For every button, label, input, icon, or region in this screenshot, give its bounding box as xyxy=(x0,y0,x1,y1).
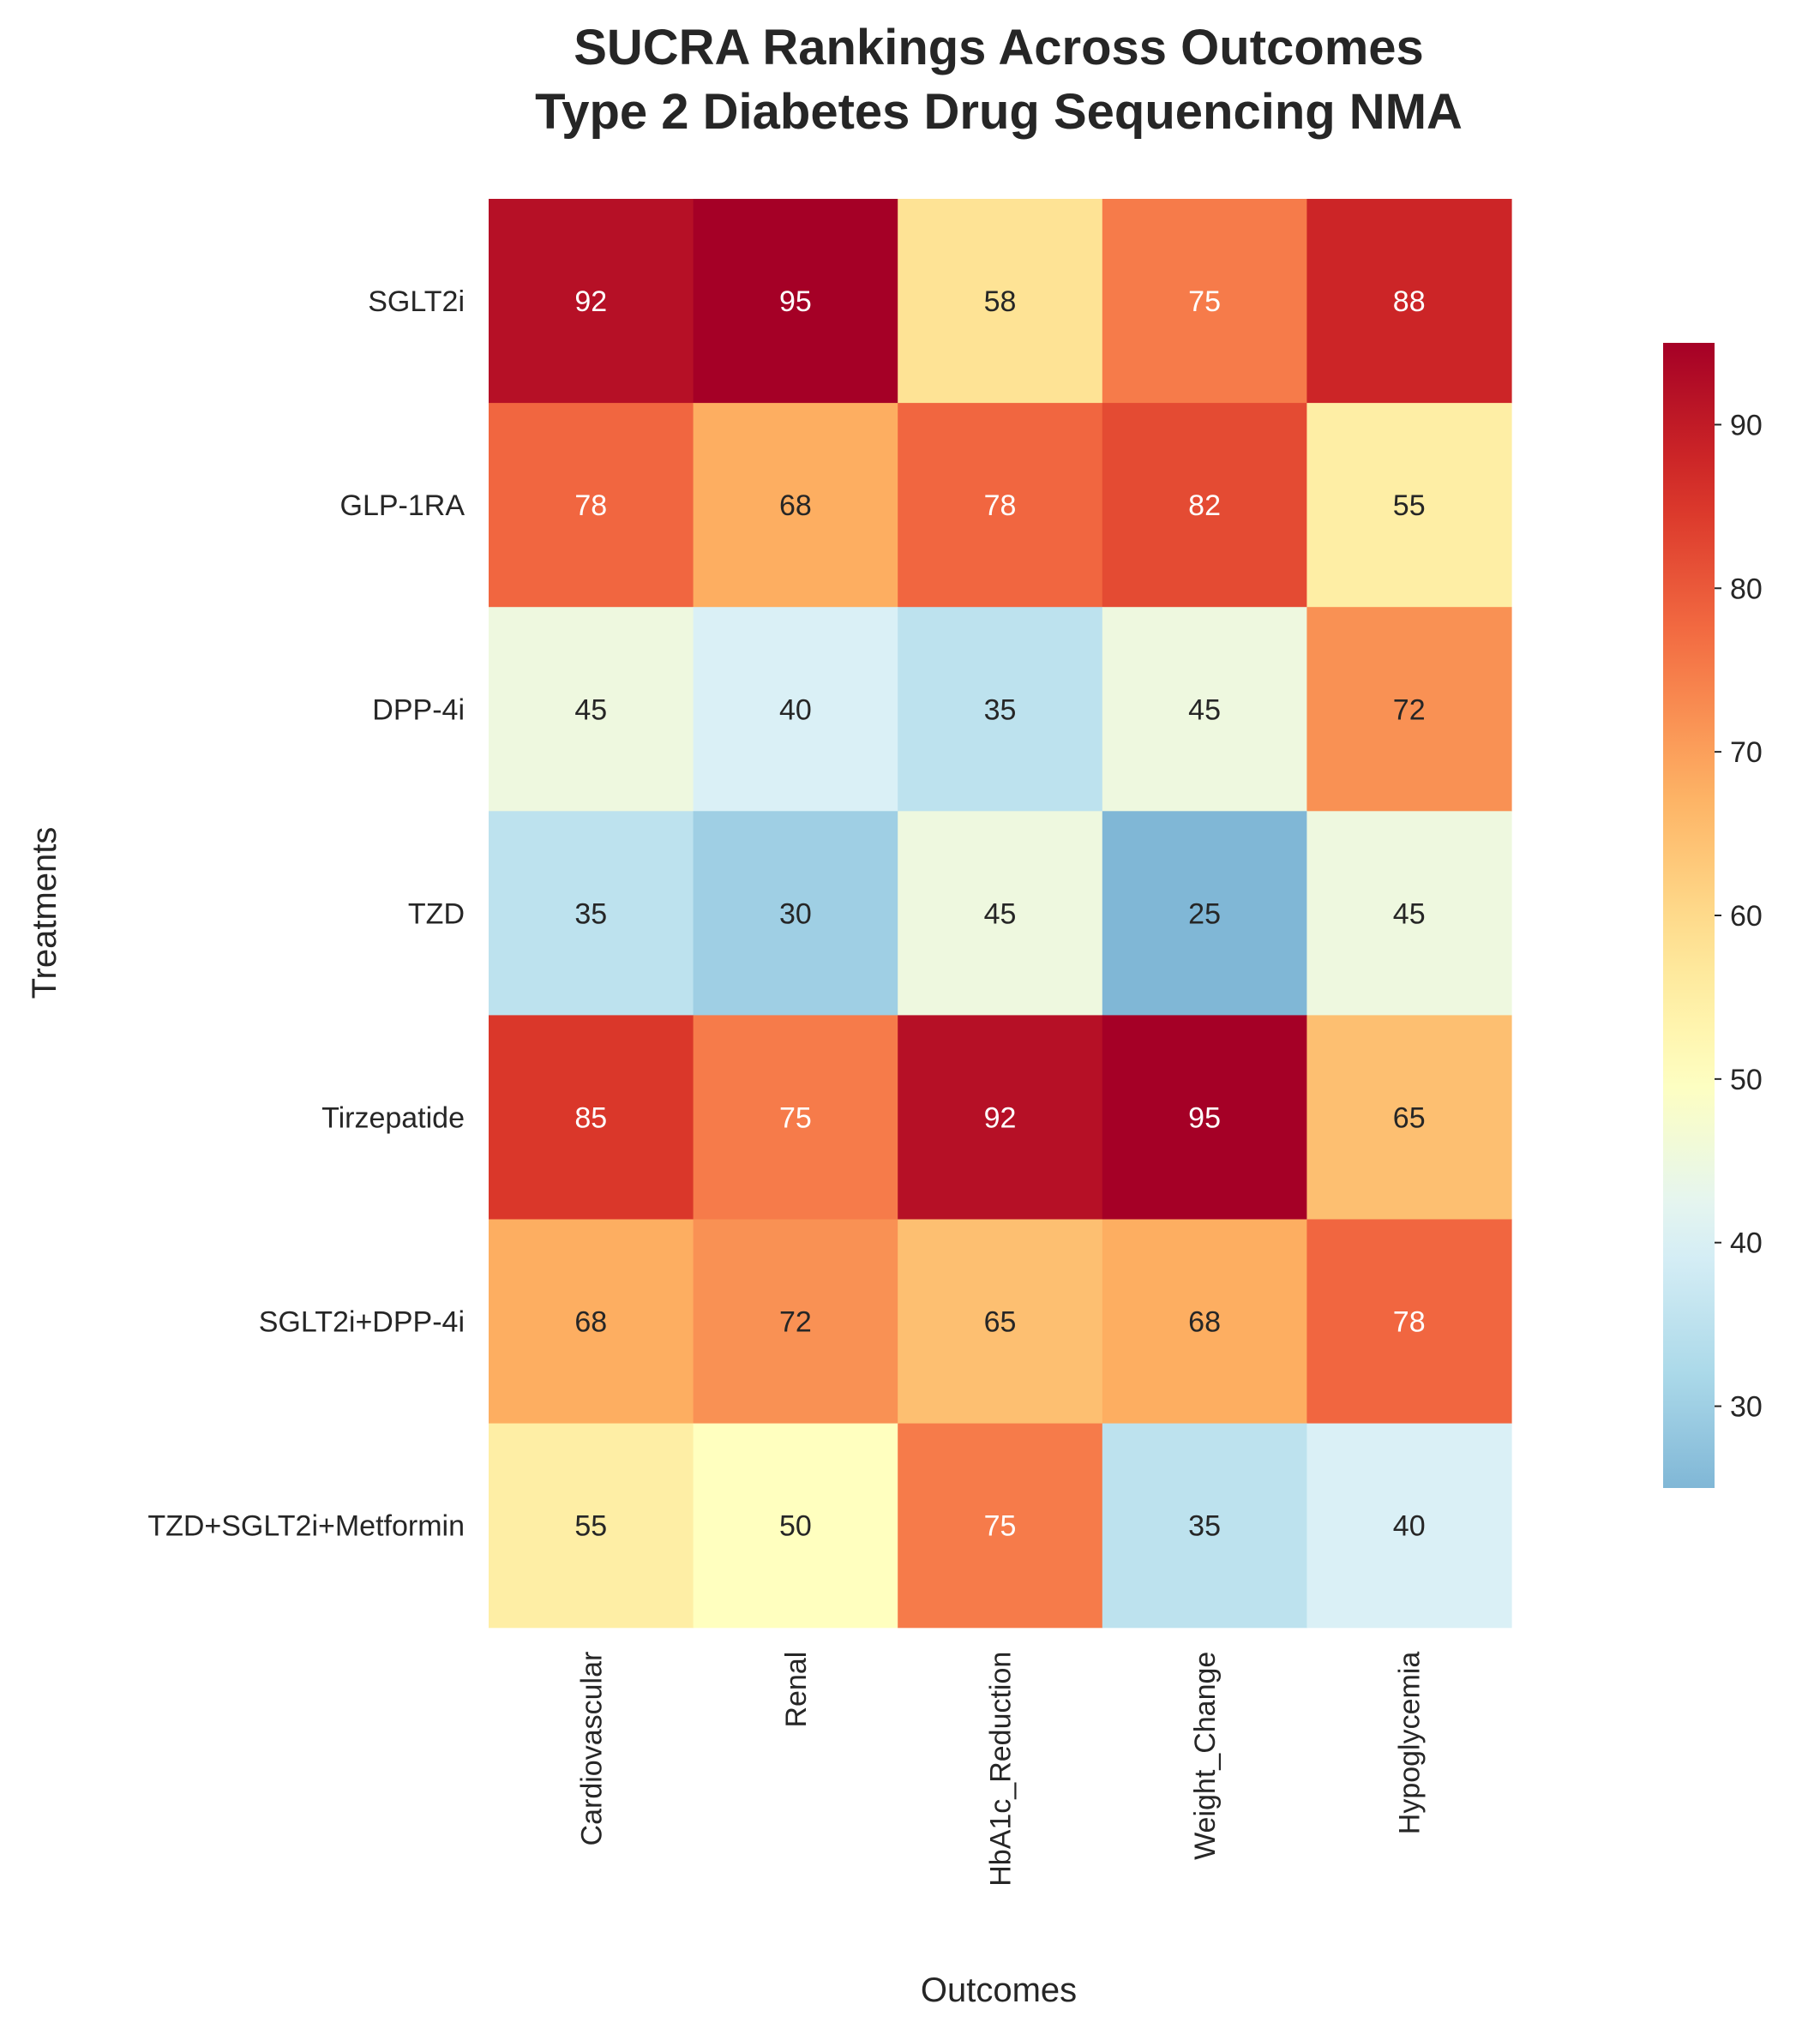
heatmap-cell xyxy=(1306,1219,1512,1425)
cell-value-label: 55 xyxy=(574,1510,607,1543)
cell-value-label: 92 xyxy=(984,1101,1017,1134)
colorbar-tick-label: 40 xyxy=(1730,1227,1763,1260)
heatmap-cell xyxy=(693,1219,898,1425)
row-label: DPP-4i xyxy=(372,693,465,726)
row-label: TZD+SGLT2i+Metformin xyxy=(147,1510,465,1543)
cell-value-label: 45 xyxy=(574,693,607,726)
chart-title-line-2: Type 2 Diabetes Drug Sequencing NMA xyxy=(535,84,1463,140)
cell-value-label: 65 xyxy=(1393,1101,1426,1134)
heatmap-cell xyxy=(489,1219,694,1425)
heatmap-cell xyxy=(489,811,694,1016)
colorbar xyxy=(1663,343,1715,1488)
cell-value-label: 78 xyxy=(1393,1306,1426,1339)
cell-value-label: 85 xyxy=(574,1101,607,1134)
row-tick-labels: SGLT2i GLP-1RA DPP-4i TZD Tirzepatide SGLT2i+… xyxy=(147,285,465,1543)
heatmap-cell xyxy=(898,1219,1103,1425)
heatmap-cell xyxy=(1306,403,1512,608)
cell-value-label: 45 xyxy=(984,897,1017,930)
heatmap-cell xyxy=(898,403,1103,608)
heatmap-cell xyxy=(1102,607,1307,812)
row-label: Tirzepatide xyxy=(321,1101,465,1134)
column-label: Renal xyxy=(780,1652,813,1728)
heatmap-cell xyxy=(1306,199,1512,404)
cell-value-label: 25 xyxy=(1188,897,1221,930)
chart-title-line-1: SUCRA Rankings Across Outcomes xyxy=(574,20,1424,75)
heatmap-cell xyxy=(1102,1219,1307,1425)
heatmap-cell xyxy=(1306,607,1512,812)
cell-value-label: 72 xyxy=(779,1306,812,1339)
cell-value-label: 65 xyxy=(984,1306,1017,1339)
colorbar-tick-label: 90 xyxy=(1730,409,1763,441)
column-tick-labels: Cardiovascular Renal HbA1c_Reduction Weight… xyxy=(575,1652,1426,1887)
heatmap-cell xyxy=(693,1423,898,1629)
row-label: TZD xyxy=(408,897,465,930)
heatmap-cell xyxy=(693,1015,898,1221)
heatmap-cell xyxy=(1306,1015,1512,1221)
colorbar-tick-label: 70 xyxy=(1730,736,1763,769)
heatmap-cell xyxy=(1102,403,1307,608)
heatmap-cell xyxy=(693,811,898,1016)
heatmap-cell xyxy=(1102,199,1307,404)
heatmap-cell xyxy=(489,607,694,812)
heatmap-cell xyxy=(489,403,694,608)
column-label: Hypoglycemia xyxy=(1394,1652,1427,1835)
heatmap-cell xyxy=(1102,811,1307,1016)
colorbar-tick-label: 30 xyxy=(1730,1391,1763,1424)
column-label: HbA1c_Reduction xyxy=(985,1652,1018,1887)
column-label: Weight_Change xyxy=(1189,1652,1222,1860)
cell-value-label: 35 xyxy=(984,693,1017,726)
cell-value-label: 72 xyxy=(1393,693,1426,726)
cell-value-label: 45 xyxy=(1393,897,1426,930)
row-label: GLP-1RA xyxy=(340,489,466,522)
cell-value-label: 40 xyxy=(779,693,812,726)
colorbar-tick-label: 50 xyxy=(1730,1064,1763,1096)
cell-value-label: 35 xyxy=(1188,1510,1221,1543)
colorbar-ticks: 30 40 50 60 70 80 90 xyxy=(1715,409,1763,1424)
row-label: SGLT2i+DPP-4i xyxy=(259,1306,465,1339)
heatmap-cell xyxy=(693,403,898,608)
heatmap-cell xyxy=(489,199,694,404)
cell-value-label: 68 xyxy=(1188,1306,1221,1339)
heatmap-cell xyxy=(898,199,1103,404)
cell-value-label: 35 xyxy=(574,897,607,930)
heatmap-cell xyxy=(1102,1015,1307,1221)
heatmap-cell xyxy=(1306,1423,1512,1629)
cell-value-label: 75 xyxy=(779,1101,812,1134)
cell-value-label: 92 xyxy=(574,285,607,318)
cell-value-label: 45 xyxy=(1188,693,1221,726)
cell-value-label: 30 xyxy=(779,897,812,930)
cell-value-label: 55 xyxy=(1393,489,1426,522)
colorbar-tick-label: 80 xyxy=(1730,573,1763,605)
cell-value-label: 75 xyxy=(1188,285,1221,318)
heatmap-cell xyxy=(1102,1423,1307,1629)
column-label: Cardiovascular xyxy=(575,1652,608,1846)
cell-value-label: 95 xyxy=(1188,1101,1221,1134)
cell-value-label: 68 xyxy=(779,489,812,522)
heatmap-cell xyxy=(1306,811,1512,1016)
cell-value-label: 75 xyxy=(984,1510,1017,1543)
cell-value-label: 68 xyxy=(574,1306,607,1339)
x-axis-label: Outcomes xyxy=(921,1971,1077,2009)
heatmap-cell xyxy=(898,811,1103,1016)
heatmap-cell xyxy=(898,607,1103,812)
y-axis-label: Treatments xyxy=(26,827,63,999)
cell-value-label: 58 xyxy=(984,285,1017,318)
cell-value-label: 50 xyxy=(779,1510,812,1543)
heatmap-cell xyxy=(693,607,898,812)
colorbar-tick-label: 60 xyxy=(1730,900,1763,933)
heatmap-cells: 92 95 58 75 88 78 68 78 82 55 45 40 35 45 72 35 30 45 25 45… xyxy=(489,199,1512,1629)
cell-value-label: 78 xyxy=(574,489,607,522)
heatmap-cell xyxy=(898,1423,1103,1629)
heatmap-cell xyxy=(898,1015,1103,1221)
cell-value-label: 40 xyxy=(1393,1510,1426,1543)
heatmap-cell xyxy=(489,1423,694,1629)
cell-value-label: 88 xyxy=(1393,285,1426,318)
cell-value-label: 82 xyxy=(1188,489,1221,522)
cell-value-label: 95 xyxy=(779,285,812,318)
cell-value-label: 78 xyxy=(984,489,1017,522)
heatmap-cell xyxy=(489,1015,694,1221)
heatmap-cell xyxy=(693,199,898,404)
row-label: SGLT2i xyxy=(368,285,465,318)
